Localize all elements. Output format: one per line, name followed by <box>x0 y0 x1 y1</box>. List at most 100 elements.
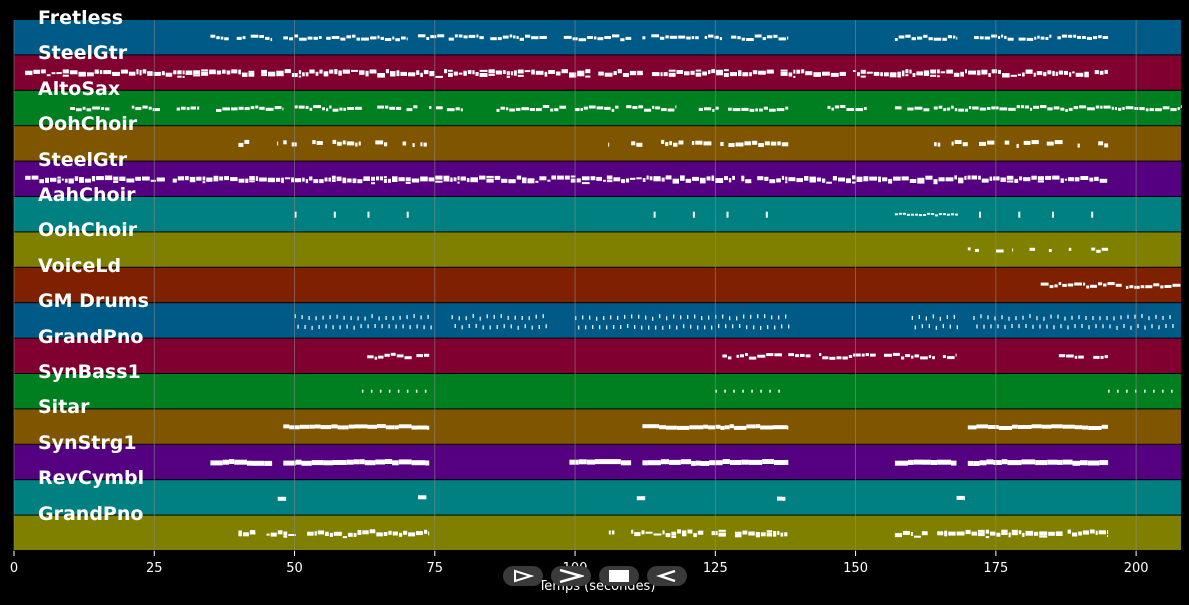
track-label: SynBass1 <box>38 361 141 383</box>
note <box>923 72 930 76</box>
note <box>497 37 502 41</box>
stop-button[interactable] <box>599 566 639 586</box>
note <box>1096 249 1101 253</box>
note <box>375 140 384 145</box>
note <box>748 459 763 465</box>
note <box>1052 175 1060 180</box>
forward-button[interactable] <box>551 566 591 586</box>
note <box>113 176 119 181</box>
note <box>901 177 909 180</box>
note <box>988 425 999 429</box>
note <box>76 108 82 112</box>
note <box>119 176 126 181</box>
note <box>738 74 742 77</box>
note <box>245 178 249 181</box>
note <box>411 425 418 430</box>
note <box>805 71 813 76</box>
note <box>1049 34 1052 38</box>
note <box>978 175 981 180</box>
note <box>288 534 296 536</box>
note <box>942 37 947 41</box>
note <box>715 178 724 183</box>
note <box>606 175 613 180</box>
note <box>224 37 229 41</box>
note <box>325 324 327 329</box>
note <box>905 74 909 77</box>
note <box>295 459 302 465</box>
note <box>953 72 960 77</box>
note <box>748 356 757 360</box>
note <box>751 389 753 393</box>
note <box>1017 425 1032 429</box>
note <box>909 179 917 183</box>
note <box>429 71 435 75</box>
note <box>766 353 774 357</box>
note <box>739 354 744 358</box>
note <box>544 71 548 74</box>
note <box>569 72 577 77</box>
note <box>660 74 663 76</box>
note <box>510 71 513 76</box>
note <box>1004 140 1010 145</box>
note <box>1083 282 1086 286</box>
note <box>359 70 365 73</box>
note <box>39 179 44 184</box>
note <box>165 72 173 77</box>
note <box>236 36 242 40</box>
note <box>1141 314 1143 318</box>
note <box>974 36 979 40</box>
track-label: Sitar <box>38 396 90 419</box>
note <box>955 353 957 357</box>
note <box>741 459 749 465</box>
note <box>692 176 699 181</box>
track-row <box>14 197 1181 232</box>
note <box>773 531 777 535</box>
note <box>1053 106 1060 110</box>
note <box>82 106 86 110</box>
note <box>383 532 388 535</box>
note <box>606 325 608 330</box>
note <box>1001 459 1008 465</box>
note <box>950 213 954 216</box>
play-button[interactable] <box>503 566 543 586</box>
note <box>1072 532 1078 537</box>
note <box>281 179 284 184</box>
note <box>593 36 597 40</box>
note <box>777 496 782 501</box>
note <box>589 315 591 320</box>
note <box>577 70 585 73</box>
note <box>588 105 596 109</box>
note <box>535 108 542 112</box>
note <box>1127 314 1129 319</box>
note <box>406 211 409 218</box>
note <box>1098 35 1102 39</box>
note <box>156 178 165 181</box>
note <box>376 532 383 537</box>
track-row <box>14 480 1181 515</box>
note <box>313 105 322 109</box>
track-label: VoiceLd <box>38 254 122 277</box>
note <box>261 69 267 74</box>
back-button[interactable] <box>647 566 687 586</box>
note <box>216 36 220 40</box>
note <box>506 71 510 76</box>
note <box>248 70 255 73</box>
note <box>728 143 735 147</box>
note <box>687 315 689 319</box>
note <box>597 37 604 41</box>
note <box>354 424 368 429</box>
note <box>938 179 945 182</box>
note <box>586 459 596 465</box>
note <box>1017 73 1021 76</box>
note <box>920 356 928 360</box>
note <box>1048 249 1052 252</box>
note <box>629 70 637 73</box>
note <box>418 495 427 500</box>
note <box>423 325 425 330</box>
note <box>1025 69 1033 72</box>
note <box>1172 324 1174 328</box>
note <box>283 36 288 40</box>
note <box>1016 105 1020 109</box>
note <box>112 71 120 74</box>
note <box>598 71 604 76</box>
